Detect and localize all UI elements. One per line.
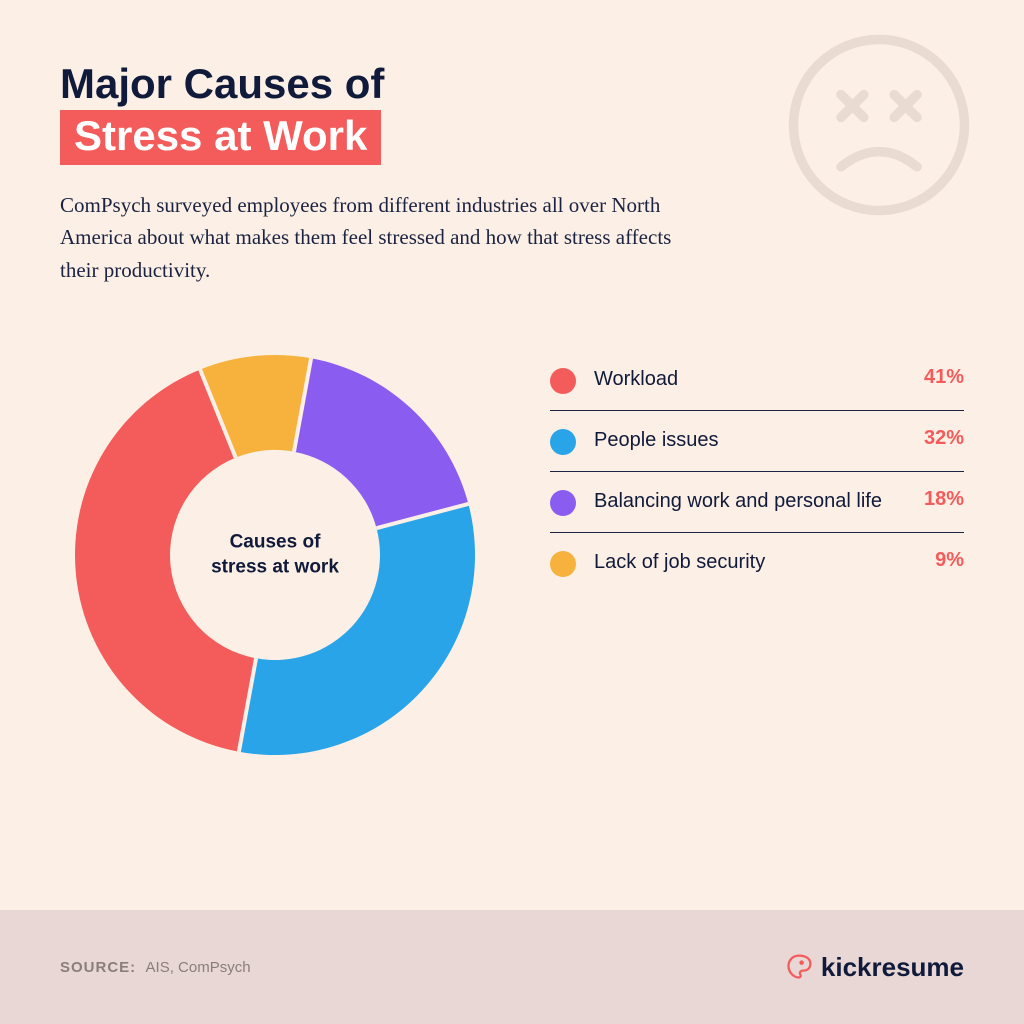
legend-swatch-icon bbox=[550, 490, 576, 516]
eye-x-left-icon bbox=[841, 95, 864, 118]
legend-percent: 9% bbox=[935, 549, 964, 572]
legend-item: Workload41% bbox=[550, 350, 964, 410]
donut-slice bbox=[294, 358, 468, 528]
source-attribution: SOURCE: AIS, ComPsych bbox=[60, 959, 251, 976]
source-value: AIS, ComPsych bbox=[146, 959, 251, 976]
title-highlight: Stress at Work bbox=[60, 110, 381, 164]
donut-center-label: Causes of stress at work bbox=[211, 530, 339, 579]
source-label: SOURCE: bbox=[60, 959, 136, 976]
legend-label: People issues bbox=[594, 427, 924, 454]
legend-item: Lack of job security9% bbox=[550, 532, 964, 593]
main-area: Major Causes of Stress at Work ComPsych … bbox=[0, 0, 1024, 910]
legend-percent: 41% bbox=[924, 366, 964, 389]
title-line-2: Stress at Work bbox=[74, 112, 367, 159]
donut-chart: Causes of stress at work bbox=[60, 340, 490, 770]
sad-face-icon bbox=[784, 30, 974, 220]
legend-percent: 32% bbox=[924, 427, 964, 450]
legend-swatch-icon bbox=[550, 551, 576, 577]
brand-name: kickresume bbox=[821, 952, 964, 983]
legend-item: People issues32% bbox=[550, 410, 964, 471]
subtitle-text: ComPsych surveyed employees from differe… bbox=[60, 189, 680, 287]
brand-logo: kickresume bbox=[785, 952, 964, 983]
legend-label: Workload bbox=[594, 366, 924, 393]
donut-center-line-1: Causes of bbox=[211, 530, 339, 555]
legend-label: Balancing work and personal life bbox=[594, 488, 924, 515]
legend-label: Lack of job security bbox=[594, 549, 935, 576]
brand-mark-icon bbox=[785, 953, 813, 981]
legend-swatch-icon bbox=[550, 368, 576, 394]
eye-x-right-icon bbox=[894, 95, 917, 118]
legend: Workload41%People issues32%Balancing wor… bbox=[550, 350, 964, 593]
chart-row: Causes of stress at work Workload41%Peop… bbox=[60, 340, 964, 770]
legend-item: Balancing work and personal life18% bbox=[550, 471, 964, 532]
footer-bar: SOURCE: AIS, ComPsych kickresume bbox=[0, 910, 1024, 1024]
legend-percent: 18% bbox=[924, 488, 964, 511]
infographic-canvas: Major Causes of Stress at Work ComPsych … bbox=[0, 0, 1024, 1024]
donut-center-line-2: stress at work bbox=[211, 555, 339, 580]
legend-swatch-icon bbox=[550, 429, 576, 455]
